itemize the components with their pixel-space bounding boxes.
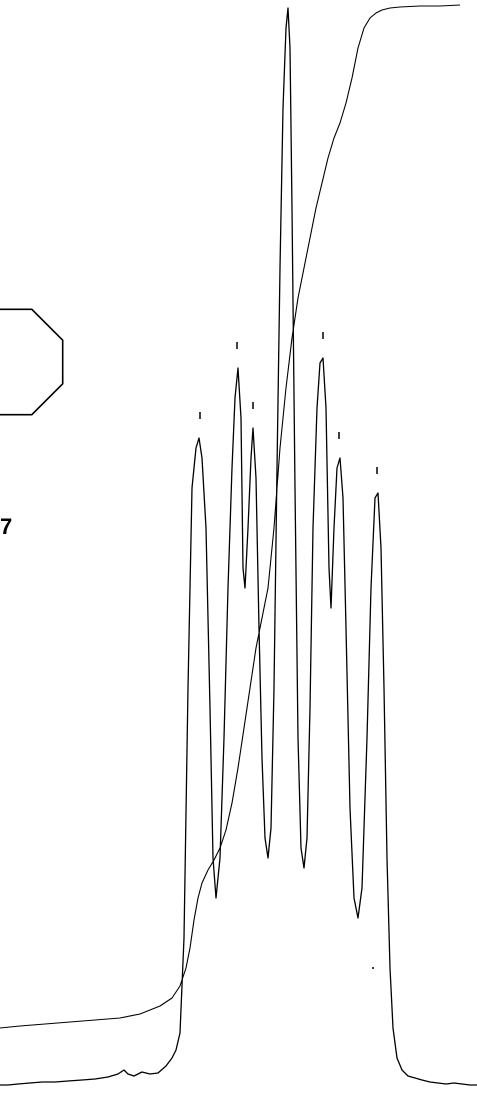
stray-dot [372, 967, 374, 969]
octagon-ring-structure [0, 308, 64, 416]
spectrum-trace [0, 7, 477, 1086]
octagon-ring [0, 308, 64, 416]
series-layer [0, 4, 477, 1086]
compound-number-label: 7 [0, 514, 13, 539]
peak-markers-layer [199, 332, 378, 474]
integral-trace [0, 4, 461, 1029]
